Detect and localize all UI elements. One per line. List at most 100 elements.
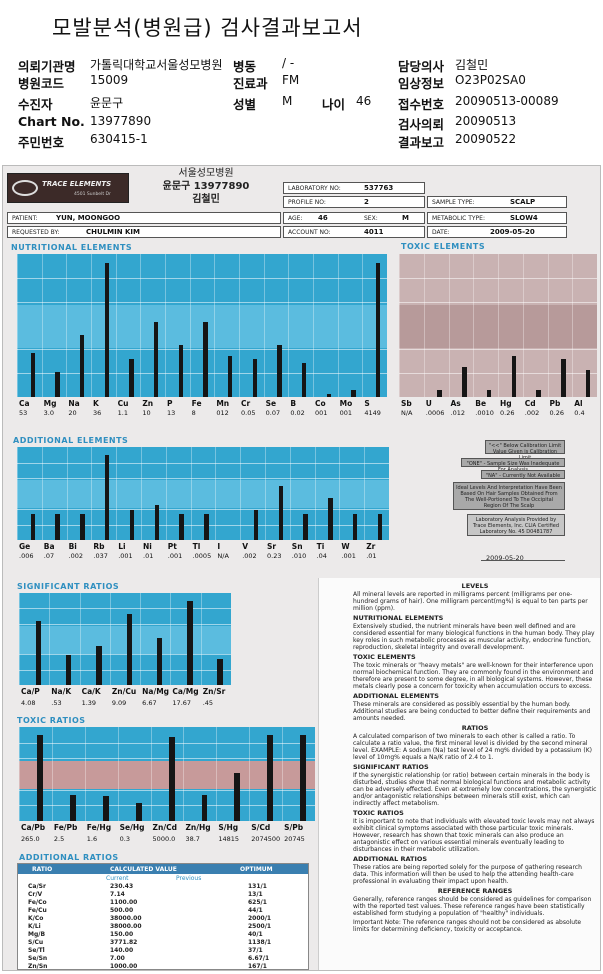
bar [37,734,43,821]
column-divider [141,447,142,540]
bar [55,513,60,540]
category-label: Ca/Pb [21,823,46,832]
column-divider [140,593,142,685]
grid-line [19,789,315,791]
column-divider [473,254,475,397]
ratio-name: Fe/Cu [28,907,47,914]
column-divider [116,447,118,540]
bar [353,513,358,540]
ratio-value: 7.00 [110,955,125,962]
column-divider [399,254,400,397]
grid-line [17,349,387,351]
column-divider [66,254,68,397]
trat-heading: TOXIC RATIOS [353,809,404,817]
category-label: Fe/Hg [86,823,112,832]
bar [80,513,85,540]
value-label: 0.4 [574,409,585,417]
legend-na: "NA" - Currently Not Available [481,470,565,479]
bar [168,736,175,821]
ratio-value: 1100.00 [110,899,138,906]
col-optimum: OPTIMUM [240,866,273,873]
value-label: 0.3 [119,835,130,843]
bar [102,796,109,821]
nutr-text: Extensively studied, the nutrient minera… [353,623,595,651]
column-divider [215,447,217,540]
header-label: 성별 [233,97,257,112]
header-label: Chart No. [18,114,85,129]
value-label: .001 [118,552,133,560]
bar [585,369,591,397]
signature-date: 2009-05-20 [486,554,524,562]
grid-line [19,608,231,610]
legend-ideal: Ideal Levels And Interpretation Have Bee… [453,482,565,510]
additional-ratios-title: ADDITIONAL RATIOS [19,853,119,862]
ratios-text: A calculated comparison of two minerals … [353,733,592,761]
requested-label: REQUESTED BY: [12,229,60,236]
lab-logo: TRACE ELEMENTS 4501 Sunbelt Dr [7,173,129,203]
bar [377,513,383,540]
sample-type: SCALP [510,198,536,206]
bar [217,659,223,685]
value-label: 20745 [284,835,305,843]
requested-box: REQUESTED BY: CHULMIN KIM [7,226,281,238]
bar [277,344,282,397]
date-label: DATE: [432,229,450,236]
value-label: N/A [217,552,229,560]
scanned-report: TRACE ELEMENTS 4501 Sunbelt Dr 서울성모병원 윤문… [2,165,601,971]
value-label: 17.67 [172,699,192,707]
category-label: Mg [43,399,57,408]
bar [301,362,307,397]
category-label: S/Hg [218,823,239,832]
value-label: .07 [43,552,55,560]
category-label: Pt [167,542,177,551]
account-box: ACCOUNT NO: 4011 [283,226,425,238]
header-value: / - [282,56,295,70]
column-divider [17,447,18,540]
ratio-name: Zn/Sn [28,963,48,970]
category-label: K [93,399,99,408]
header-value: 20090513-00089 [455,94,559,108]
nutritional-title: NUTRITIONAL ELEMENTS [11,243,133,252]
patient-box: PATIENT: YUN, MOONGOO [7,212,281,224]
value-label: .01 [143,552,154,560]
column-divider [249,727,251,821]
category-label: Mn [216,399,230,408]
bar [105,454,110,540]
toxic-ratios-chart [19,727,315,821]
category-label: Zn/Cu [111,687,137,696]
bar [126,614,132,685]
stamp-doctor: 김철민 [192,194,220,205]
legend-inadequate: "ONE" - Sample Size Was Inadequate For A… [461,458,565,473]
stamp-hospital: 서울성모병원 [178,168,234,179]
range-band [399,305,597,349]
ratio-name: Cr/V [28,891,43,898]
grid-line [19,758,315,760]
ratio-value: 38000.00 [110,923,142,930]
sample-box: SAMPLE TYPE: SCALP [427,196,567,208]
value-label: N/A [401,409,413,417]
grid-line [17,509,389,510]
grid-line [17,373,387,375]
nutritional-chart [17,254,387,397]
col-current: Current [106,875,129,882]
metabolic-box: METABOLIC TYPE: SLOW4 [427,212,567,224]
column-divider [66,447,68,540]
value-label: 1.1 [117,409,128,417]
column-divider [190,447,192,540]
column-divider [51,727,53,821]
age: 46 [318,214,328,222]
legend-calibration: "<<" Below Calibration Limit Value Given… [485,440,565,461]
column-divider [49,593,51,685]
category-label: Sr [267,542,277,551]
value-label: 4.08 [21,699,36,707]
category-label: Fe/Pb [53,823,78,832]
bar [561,358,566,397]
col-previous: Previous [176,875,202,882]
category-label: Mo [339,399,353,408]
age-box: AGE: 46 SEX: M [283,212,425,224]
category-label: Zr [366,542,376,551]
grid-line [19,742,315,744]
header-value: 20090522 [455,132,517,146]
category-label: Ni [143,542,152,551]
header-label: 검사의뢰 [398,117,445,132]
